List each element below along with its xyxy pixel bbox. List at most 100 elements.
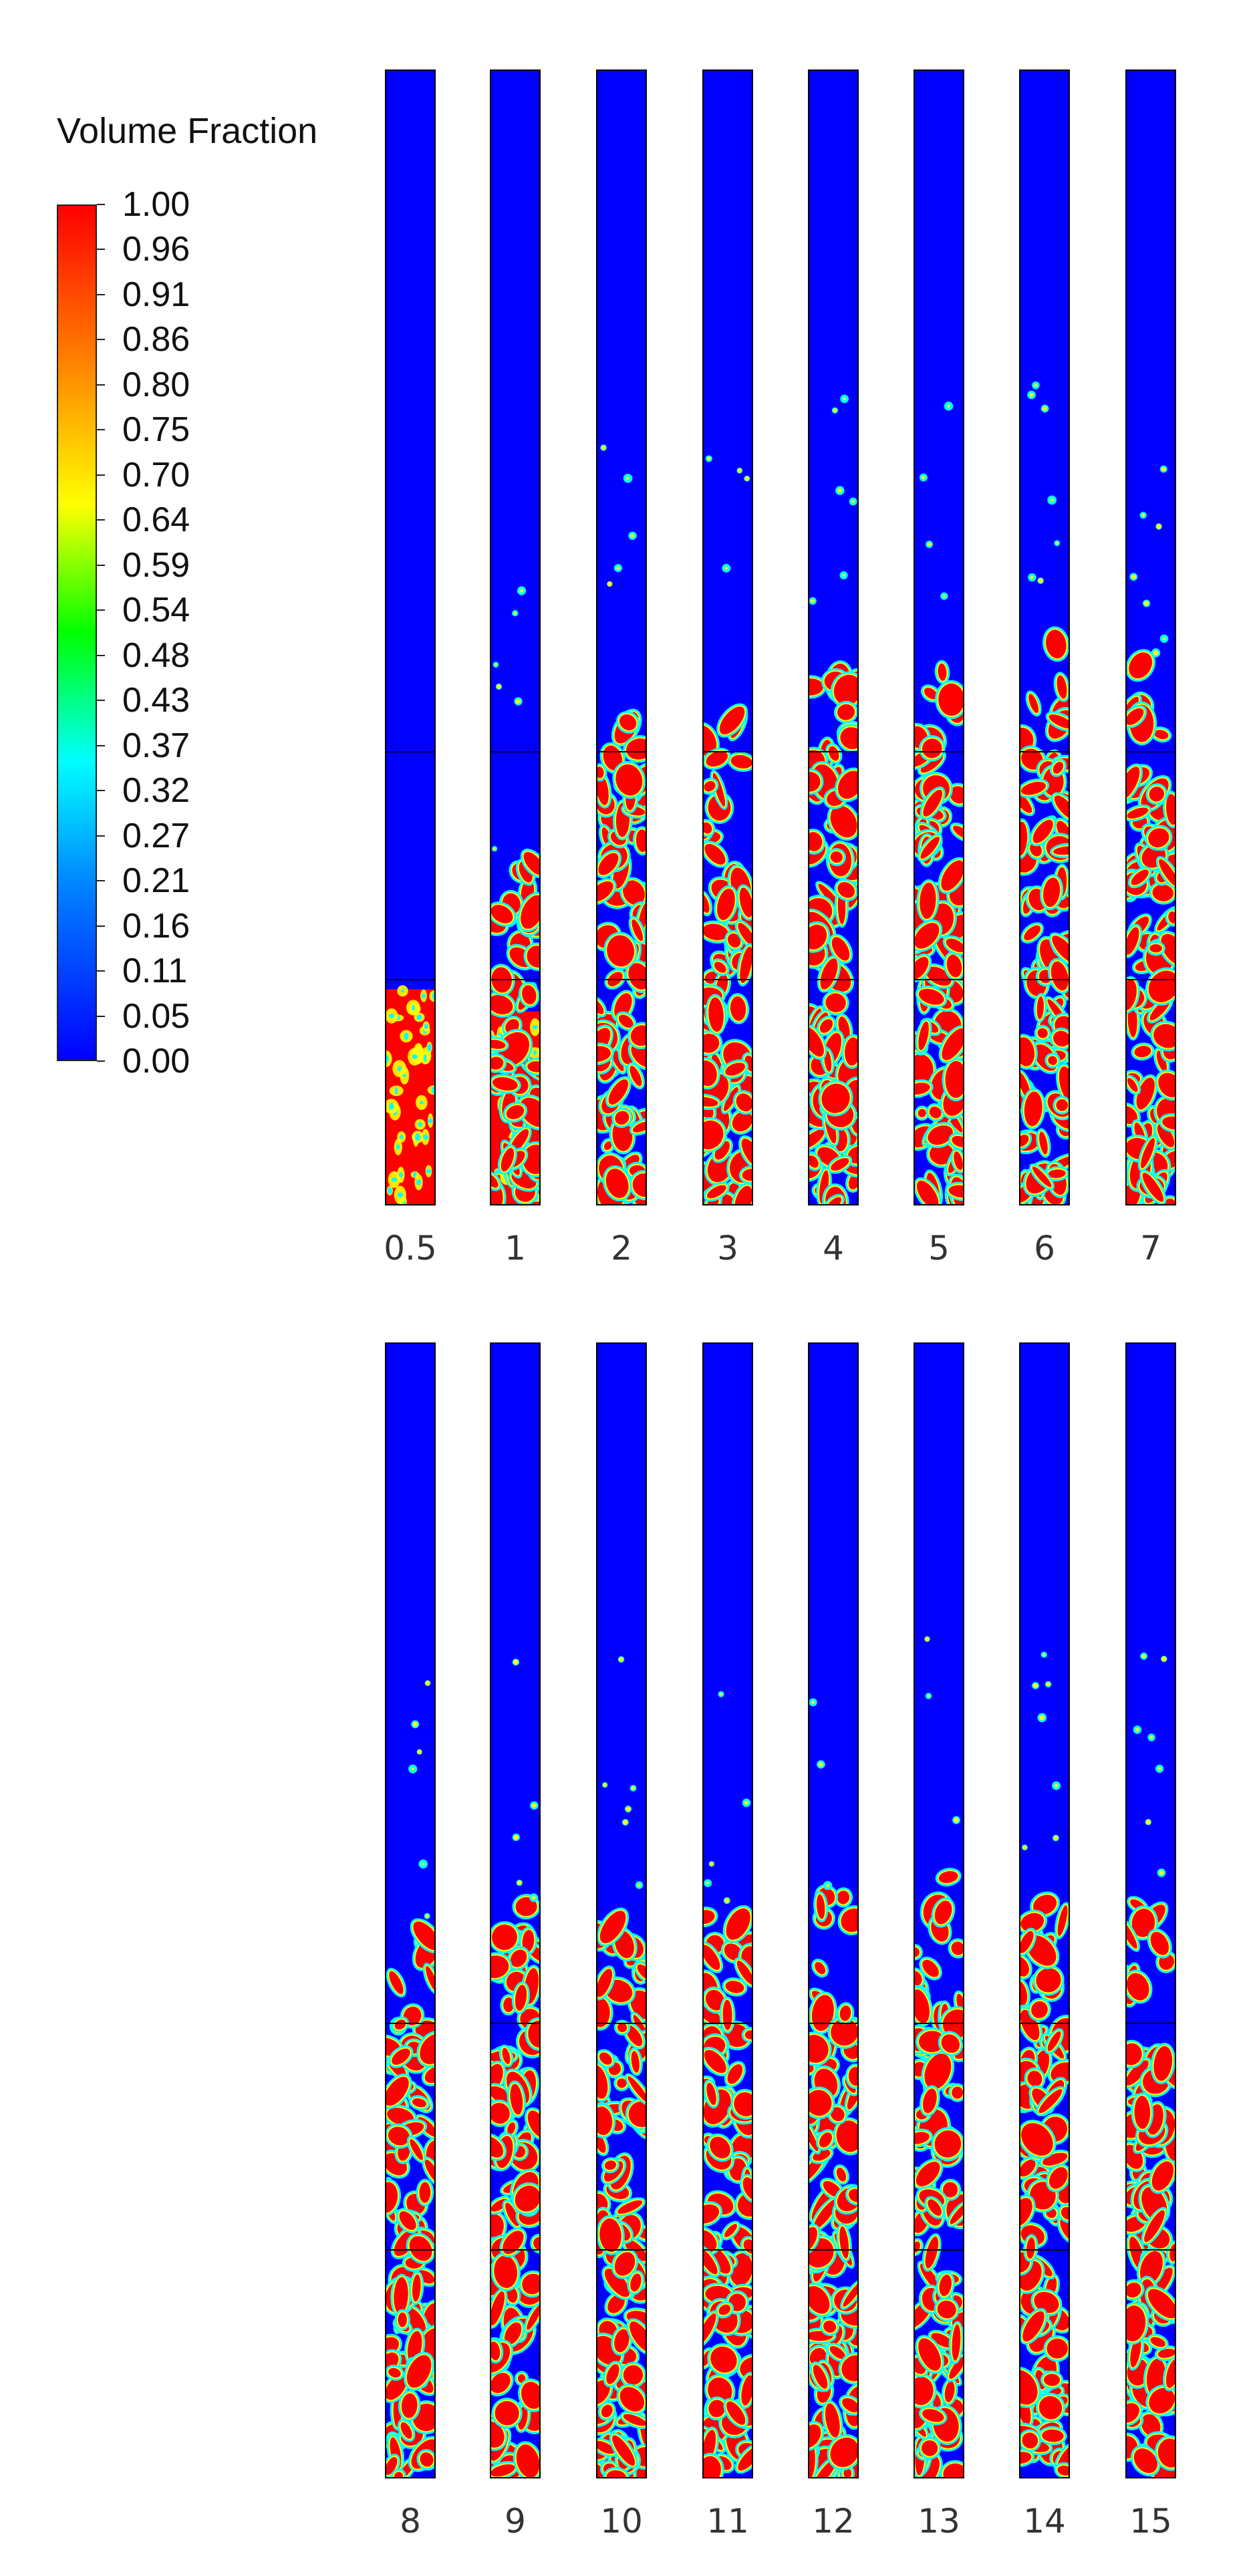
cluster-core [825,2403,840,2438]
particle-dot-core [1046,1682,1051,1687]
colorbar-tick-label: 0.37 [122,726,190,765]
cluster-core [744,2030,752,2039]
bubble-core [388,1013,395,1018]
bubble-core [432,992,435,1000]
cluster-core [948,1185,964,1198]
cluster-core [819,2132,832,2148]
colorbar-tick-mark [97,835,105,837]
cluster-core [1051,961,1069,991]
cluster-core [491,905,513,923]
cluster-core [914,1971,922,1986]
cluster-core [914,1083,930,1095]
cluster-core [831,937,850,961]
cluster-core [718,2304,731,2315]
cluster-core [598,853,619,875]
particle-dot-core [630,533,635,538]
colorbar-tick-mark [97,1015,105,1017]
particle-dot-core [1022,1845,1027,1850]
particle-dot-core [411,1767,415,1771]
cluster-core [506,1105,525,1119]
colorbar-tick-mark [97,880,105,882]
cluster-core [737,2192,752,2217]
cluster-core [491,2291,505,2326]
bubble-core [416,1179,422,1185]
particle-dot-core [1032,1683,1038,1689]
particle-dot-core [1131,574,1136,579]
cluster-core [1020,2159,1036,2177]
cluster-core [1056,1099,1069,1111]
cluster-core [1157,2438,1175,2468]
cluster-core [1130,2335,1141,2368]
colorbar-tick-mark [97,564,105,566]
bubble-core [424,1024,428,1030]
bubble-core [399,1135,404,1139]
cluster-core [954,1151,963,1171]
cluster-core [1033,1894,1057,1915]
bubble-core [394,1087,398,1095]
cluster-core [809,2424,821,2448]
cluster-core [841,2355,858,2382]
cluster-core [730,754,752,769]
cluster-core [950,2203,964,2225]
cluster-core [841,1908,858,1933]
cluster-core [1126,2403,1139,2423]
cluster-core [1150,2337,1165,2347]
cluster-core [1020,1134,1029,1147]
cluster-core [604,1141,612,1150]
cluster-core [491,2421,505,2448]
cluster-core [720,1194,734,1205]
cluster-core [406,2355,432,2388]
column-label: 0.5 [384,1229,437,1268]
cluster-core [1020,2198,1032,2227]
cluster-core [809,2035,829,2063]
cluster-core [630,1066,642,1087]
cluster-core [742,2177,752,2200]
cluster-core [830,805,857,838]
particle-dot-core [1161,1656,1167,1662]
cluster-core [934,2130,962,2158]
bubble-core [418,1121,422,1127]
cluster-core [1169,2243,1175,2262]
cluster-core [952,1135,964,1147]
colorbar-tick-label: 0.05 [122,996,190,1036]
cluster-core [706,2082,716,2106]
bubble-core [396,1144,400,1150]
cluster-core [914,1947,920,1957]
cluster-core [837,704,855,720]
particle-dot-core [513,1659,519,1665]
column-panel: 11 [702,1342,753,2541]
column-panel: 12 [808,1342,859,2541]
cluster-core [1024,925,1041,941]
cluster-core [953,825,964,839]
particle-dot-core [1039,1715,1045,1721]
cluster-core [925,2236,938,2269]
cluster-core [830,2437,858,2468]
particle-dot-core [925,1636,930,1642]
cluster-core [491,1174,499,1188]
cluster-core [504,2322,522,2345]
particle-dot-core [1038,578,1043,583]
cluster-core [394,2472,403,2478]
bubble-core [431,1086,435,1094]
particle-dot-core [603,1783,607,1787]
bubble-core [402,1074,407,1077]
cluster-core [1027,2071,1042,2087]
cluster-core [922,1959,939,1977]
cluster-core [386,2375,407,2400]
cluster-core [1126,2060,1149,2086]
cluster-core [1032,1166,1052,1187]
colorbar-tick-label: 0.48 [122,635,190,675]
cluster-core [738,2446,752,2471]
cluster-core [1126,766,1140,801]
cluster-core [726,2401,746,2425]
particle-dot-core [531,1803,537,1808]
bubble-core [414,1133,420,1141]
cluster-core [604,2269,630,2297]
column-border [1019,69,1070,1205]
cluster-core [914,2132,930,2144]
cluster-core [599,2218,621,2252]
particle-dot-core [819,1762,823,1767]
particle-dot-core [425,1914,429,1918]
cluster-core [1022,2432,1038,2449]
cluster-core [809,2441,815,2478]
